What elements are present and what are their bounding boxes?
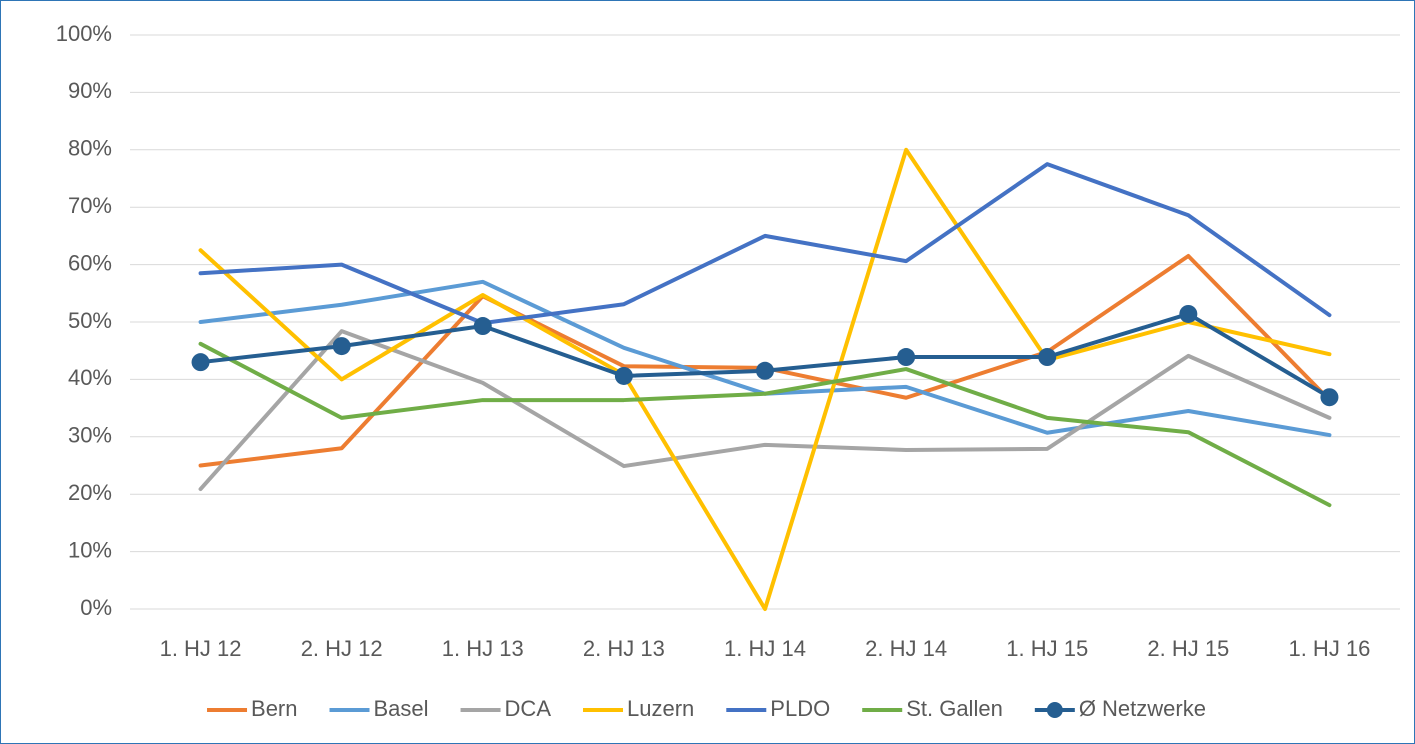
series-marker bbox=[1038, 348, 1057, 367]
y-tick-label: 20% bbox=[68, 480, 112, 505]
y-tick-label: 30% bbox=[68, 423, 112, 448]
x-tick-label: 1. HJ 13 bbox=[442, 636, 524, 661]
series-marker bbox=[897, 348, 916, 367]
y-tick-label: 0% bbox=[80, 595, 112, 620]
y-tick-label: 40% bbox=[68, 365, 112, 390]
legend-label: St. Gallen bbox=[906, 696, 1003, 721]
series-marker bbox=[1320, 388, 1339, 407]
y-tick-label: 50% bbox=[68, 308, 112, 333]
x-tick-label: 1. HJ 15 bbox=[1006, 636, 1088, 661]
x-tick-label: 1. HJ 14 bbox=[724, 636, 806, 661]
y-tick-label: 10% bbox=[68, 537, 112, 562]
legend-label: Basel bbox=[374, 696, 429, 721]
y-tick-label: 60% bbox=[68, 250, 112, 275]
x-tick-label: 2. HJ 15 bbox=[1147, 636, 1229, 661]
series-line bbox=[198, 329, 1332, 492]
series-marker bbox=[1179, 304, 1198, 323]
series-line bbox=[198, 147, 1332, 611]
series-line bbox=[198, 341, 1332, 508]
x-tick-label: 2. HJ 12 bbox=[301, 636, 383, 661]
legend-label: Ø Netzwerke bbox=[1079, 696, 1206, 721]
legend-label: Luzern bbox=[627, 696, 694, 721]
series-marker bbox=[332, 337, 351, 356]
legend-label: PLDO bbox=[770, 696, 830, 721]
series-marker bbox=[614, 366, 633, 385]
legend-label: DCA bbox=[505, 696, 552, 721]
x-tick-label: 2. HJ 14 bbox=[865, 636, 947, 661]
series-marker bbox=[756, 361, 774, 380]
legend-marker bbox=[1046, 702, 1063, 718]
y-tick-label: 90% bbox=[68, 78, 112, 103]
series-line bbox=[198, 162, 1332, 326]
x-tick-label: 1. HJ 16 bbox=[1288, 636, 1370, 661]
x-tick-label: 1. HJ 12 bbox=[160, 636, 242, 661]
series-marker bbox=[473, 317, 492, 336]
y-tick-label: 70% bbox=[68, 193, 112, 218]
legend-label: Bern bbox=[251, 696, 297, 721]
y-tick-label: 100% bbox=[56, 21, 112, 46]
y-tick-label: 80% bbox=[68, 136, 112, 161]
x-tick-label: 2. HJ 13 bbox=[583, 636, 665, 661]
series-marker bbox=[191, 353, 210, 372]
